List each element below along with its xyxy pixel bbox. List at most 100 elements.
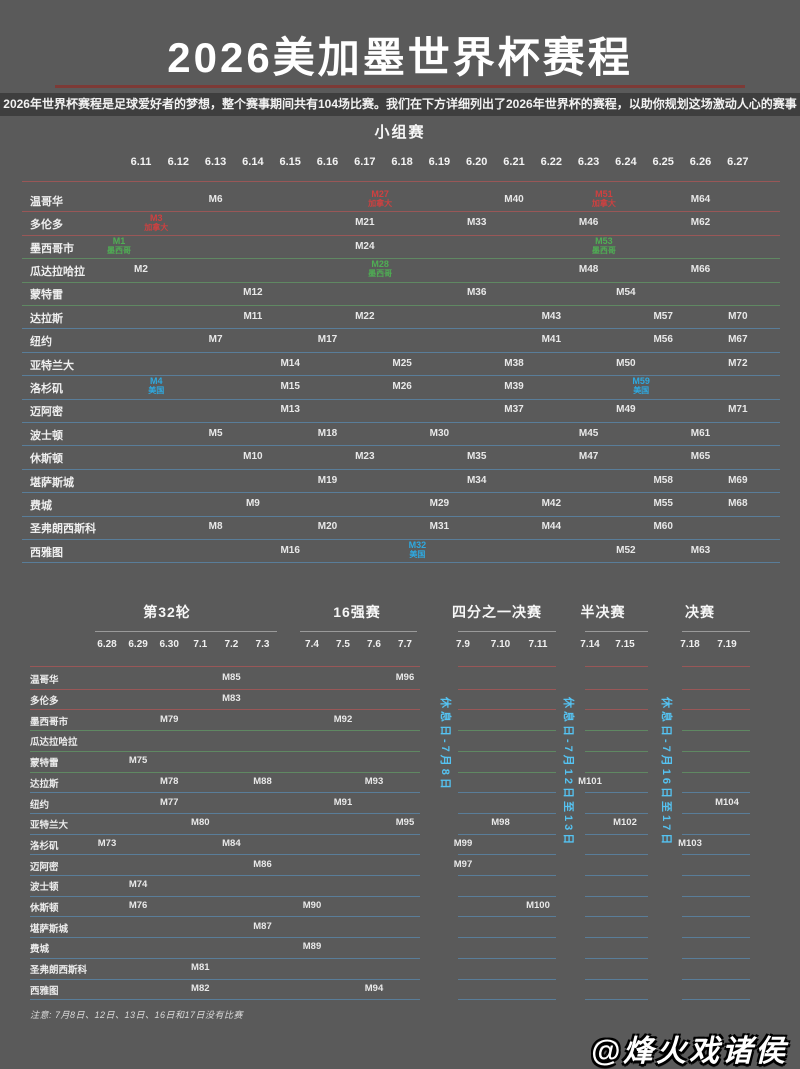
date-label: 7.15 [615,639,635,650]
round-title-rule [300,631,417,632]
row-line [585,792,648,794]
host-country-label: 美国 [148,386,165,396]
match-cell: M7 [208,334,223,346]
row-line [458,730,556,732]
match-cell: M14 [280,357,300,369]
city-label: 纽约 [30,336,52,349]
match-cell: M30 [429,427,450,439]
match-cell: M8 [208,521,223,533]
row-line [458,792,556,794]
row-line [22,492,780,494]
match-cell: M61 [690,427,711,439]
row-line [458,771,556,773]
match-cell: M13 [280,404,300,416]
match-cell: M60 [653,521,673,533]
match-cell: M2 [134,263,148,275]
host-country-label: 美国 [633,386,650,396]
match-cell: M97 [453,858,473,870]
round-title: 决赛 [685,604,715,620]
match-cell-highlight: M51 加拿大 [582,190,626,209]
match-cell: M33 [466,217,487,229]
match-cell: M79 [159,713,179,725]
row-line [585,999,648,1001]
host-country-label: 加拿大 [144,222,169,232]
match-cell: M81 [191,962,210,974]
city-label: 波士顿 [30,429,63,442]
rest-day-label: 休息日-7月12日至13日 [562,697,574,848]
date-label: 7.11 [528,639,548,650]
match-cell: M22 [355,310,375,322]
match-cell: M93 [364,775,384,787]
match-cell-highlight: M53 墨西哥 [582,237,626,256]
row-line [682,833,750,835]
match-number: M27 [371,189,389,200]
city-label: 费城 [30,944,50,956]
row-line [30,916,420,918]
match-cell: M74 [128,879,148,891]
row-line [585,730,648,732]
match-cell: M43 [541,310,562,322]
match-cell: M24 [355,240,375,252]
match-number: M32 [408,540,427,551]
row-line [458,688,556,690]
match-cell: M99 [453,837,473,849]
match-cell: M57 [653,310,673,322]
date-label: 6.25 [652,156,674,168]
date-label: 6.18 [391,156,413,168]
row-line [682,688,750,690]
row-line [22,305,780,306]
round-title: 16强赛 [333,604,381,620]
watermark: @烽火戏诸侯 [590,1035,788,1068]
match-cell: M42 [541,497,562,509]
date-label: 6.19 [428,156,451,168]
round-title-rule [458,631,556,632]
city-label: 纽约 [30,799,50,811]
row-line [30,730,420,732]
row-line [585,957,648,959]
city-label: 温哥华 [30,195,63,208]
row-line [30,957,420,959]
match-cell: M91 [333,796,353,808]
row-line [682,999,750,1001]
date-label: 6.23 [577,156,600,168]
match-cell: M62 [690,217,711,229]
match-cell: M37 [504,404,524,416]
subtitle-bar [0,93,800,116]
city-label: 费城 [30,499,52,512]
match-cell: M47 [578,451,599,463]
match-cell: M95 [395,817,415,829]
date-label: 7.1 [193,639,208,650]
city-label: 多伦多 [30,696,59,708]
row-line [682,978,750,980]
match-cell: M26 [392,380,412,392]
match-cell: M104 [715,796,739,808]
date-label: 6.12 [167,156,189,168]
city-label: 亚特兰大 [30,820,69,832]
row-line [585,688,648,690]
row-line [22,468,780,470]
row-line [458,957,556,959]
match-cell: M25 [392,357,412,369]
host-country-label: 墨西哥 [368,269,393,279]
city-label: 洛杉矶 [30,382,63,395]
row-line [30,750,420,752]
row-line [22,398,780,400]
row-line [458,916,556,918]
row-line [682,875,750,876]
row-line [585,750,648,752]
match-cell: M38 [504,357,524,369]
match-cell: M18 [317,427,338,439]
match-cell: M80 [191,817,210,829]
row-line [585,709,648,711]
match-cell: M40 [504,193,524,205]
header-row-line [30,666,420,667]
row-line [30,792,420,794]
row-line [30,688,420,690]
date-label: 6.29 [128,639,148,650]
row-line [458,833,556,835]
match-cell: M76 [128,900,148,912]
match-cell: M10 [243,451,263,463]
date-label: 7.4 [305,639,319,650]
match-cell: M58 [653,474,673,486]
host-country-label: 加拿大 [591,199,616,209]
